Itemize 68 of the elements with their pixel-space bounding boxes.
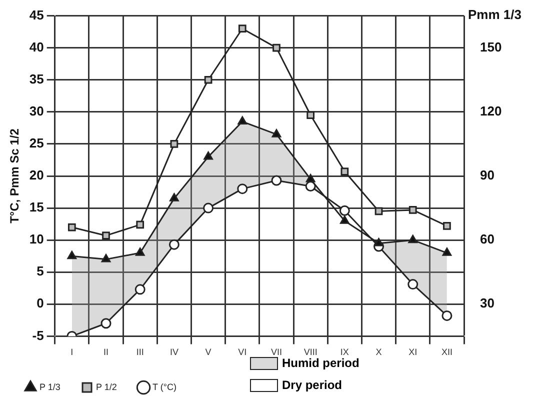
legend-label: P 1/3 (40, 382, 60, 392)
point (67, 250, 77, 260)
point (168, 239, 180, 250)
y-tick-label: 25 (29, 136, 44, 151)
x-tick-label: VII (270, 347, 282, 358)
x-tick-label: XII (441, 347, 452, 358)
x-tick-label: III (136, 347, 144, 358)
point (238, 24, 246, 33)
y-tick-label: 40 (29, 39, 44, 54)
y2-tick-label: 120 (480, 104, 502, 118)
point (101, 254, 111, 262)
x-tick-label: VI (238, 347, 247, 358)
y2-tick-label: 150 (480, 39, 502, 54)
point (339, 205, 350, 216)
point (134, 284, 146, 295)
point (203, 202, 214, 214)
legend-label: T (°C) (152, 382, 176, 392)
point (271, 175, 282, 186)
point (408, 206, 417, 214)
point (306, 111, 315, 120)
point (340, 168, 349, 176)
y2-axis-title: Pmm 1/3 (468, 6, 522, 22)
point (170, 140, 178, 148)
text: Dry period (282, 378, 342, 392)
y-tick-label: 15 (29, 200, 44, 215)
point (135, 248, 145, 256)
x-tick-label: VIII (304, 347, 318, 358)
point (442, 310, 452, 321)
point (306, 174, 316, 182)
point (443, 222, 451, 230)
point (68, 223, 76, 232)
y-axis-title: T°C, Pmm Sc 1/2 (8, 128, 22, 224)
point (374, 238, 384, 246)
y2-tick-label: 90 (480, 168, 494, 183)
y-tick-label: 20 (29, 168, 44, 183)
point (204, 76, 212, 84)
y-tick-label: 45 (29, 7, 44, 22)
y-tick-label: -5 (32, 328, 44, 343)
point (340, 216, 350, 224)
point (237, 184, 248, 194)
y2-tick-label: 60 (480, 232, 494, 247)
point (442, 248, 452, 256)
y-tick-label: 0 (36, 296, 44, 311)
x-tick-label: X (376, 347, 382, 358)
point (408, 279, 418, 290)
point (100, 318, 112, 329)
x-tick-label: IX (340, 347, 349, 358)
legend-label: P 1/2 (96, 382, 117, 392)
y-tick-label: 30 (29, 104, 44, 118)
point (238, 116, 248, 125)
point (102, 232, 110, 240)
point (136, 220, 144, 229)
point (408, 234, 418, 244)
point (374, 207, 383, 216)
y-tick-label: 5 (36, 264, 44, 279)
text: Humid period (282, 356, 360, 370)
point (204, 152, 213, 160)
x-tick-label: II (103, 347, 109, 358)
y-tick-label: 35 (29, 71, 44, 86)
point (170, 193, 179, 202)
x-tick-label: V (205, 347, 212, 358)
point (272, 44, 280, 52)
x-tick-label: XI (408, 347, 418, 358)
x-tick-label: IV (170, 347, 178, 358)
y-tick-label: 10 (29, 232, 44, 247)
x-tick-label: I (70, 347, 74, 358)
y2-tick-label: 30 (480, 296, 494, 311)
point (272, 129, 282, 138)
